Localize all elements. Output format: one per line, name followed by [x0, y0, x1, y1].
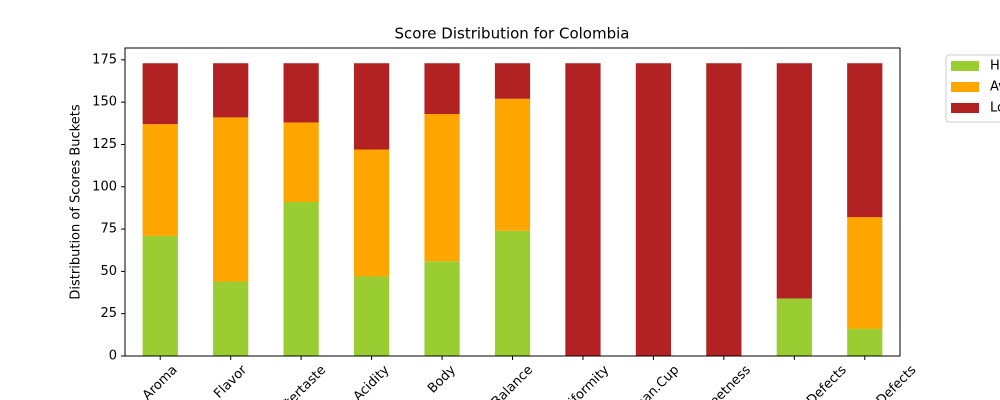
bar-segment: [424, 261, 460, 356]
legend-label: High: [990, 59, 1000, 74]
bar-segment: [142, 124, 178, 236]
y-tick-label: 175: [92, 52, 117, 67]
bar-segment: [706, 63, 742, 356]
bar-segment: [565, 63, 601, 356]
x-tick-label: Sweetness: [694, 363, 754, 400]
y-tick-label: 50: [100, 264, 117, 279]
x-tick-label: Uniformity: [554, 362, 613, 400]
x-tick-label: Flavor: [211, 362, 250, 400]
x-tick-label: Balance: [489, 363, 536, 400]
y-tick-label: 150: [92, 95, 117, 110]
x-tick-label: Category.One.Defects: [739, 363, 850, 400]
x-tick-label: Acidity: [351, 362, 393, 400]
bar-segment: [353, 276, 390, 356]
legend-swatch: [951, 103, 979, 113]
y-tick-label: 125: [92, 137, 117, 152]
bar-segment: [142, 63, 178, 125]
bar-segment: [776, 298, 812, 356]
y-axis-label: Distribution of Scores Buckets: [69, 104, 84, 299]
plot-frame: [124, 47, 901, 357]
bar-segment: [283, 63, 319, 123]
bar-segment: [283, 202, 319, 356]
x-tick-label: Aftertaste: [273, 363, 329, 400]
bar-segment: [213, 281, 249, 356]
legend-label: Average: [990, 80, 1000, 95]
bar-segment: [847, 217, 883, 329]
bar-segment: [847, 63, 883, 218]
x-tick-label: Clean.Cup: [625, 363, 683, 400]
chart-title: Score Distribution for Colombia: [395, 25, 630, 43]
bar-segment: [424, 63, 460, 114]
legend-swatch: [951, 82, 979, 92]
bar-segment: [353, 149, 390, 277]
x-tick-label: Body: [425, 362, 459, 396]
x-tick-label: Aroma: [140, 363, 181, 400]
bar-segment: [142, 235, 178, 356]
bar-segment: [776, 63, 812, 299]
bar-segment: [494, 98, 531, 231]
bar-segment: [283, 122, 319, 202]
y-tick-label: 25: [100, 306, 117, 321]
bar-segment: [847, 328, 883, 356]
bar-segment: [635, 63, 672, 356]
legend-swatch: [951, 61, 979, 71]
y-tick-label: 75: [100, 222, 117, 237]
bar-segment: [213, 63, 249, 118]
legend-label: Low: [990, 101, 1000, 116]
bar-segment: [494, 230, 531, 356]
y-tick-label: 0: [109, 349, 117, 364]
y-tick-label: 100: [92, 179, 117, 194]
bar-segment: [494, 63, 531, 99]
bar-segment: [213, 117, 249, 282]
bar-segment: [353, 63, 390, 150]
bar-segment: [424, 114, 460, 262]
